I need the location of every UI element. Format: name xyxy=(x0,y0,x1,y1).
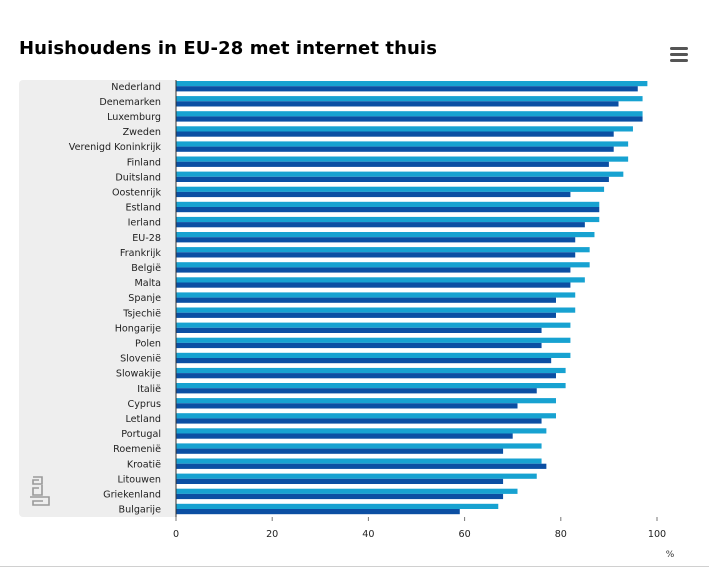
bar-b xyxy=(176,358,552,364)
bar-b xyxy=(176,176,609,182)
bar-a xyxy=(176,398,556,404)
bar-a xyxy=(176,186,605,192)
bar-a xyxy=(176,443,542,449)
bar-b xyxy=(176,342,542,349)
bar-b xyxy=(176,282,571,288)
cbs-logo-icon xyxy=(30,476,50,506)
bar-a xyxy=(176,262,590,268)
bar-a xyxy=(176,111,643,117)
x-axis-unit-label: % xyxy=(666,550,675,560)
category-label: Italië xyxy=(137,384,161,395)
bar-b xyxy=(176,403,518,409)
bar-a xyxy=(176,232,595,238)
bar-a xyxy=(176,307,576,313)
bar-a xyxy=(176,81,648,87)
bar-b xyxy=(176,252,576,258)
bar-b xyxy=(176,509,460,515)
bar-b xyxy=(176,312,556,318)
category-label: Letland xyxy=(125,414,161,425)
category-label: Polen xyxy=(135,339,161,350)
bar-b xyxy=(176,448,504,454)
category-label: Finland xyxy=(127,157,161,168)
bar-a xyxy=(176,96,643,102)
bar-b xyxy=(176,86,638,92)
bar-b xyxy=(176,161,609,167)
bar-a xyxy=(176,337,571,343)
category-label: Litouwen xyxy=(117,474,161,485)
category-label: Kroatië xyxy=(127,459,161,470)
category-label: Griekenland xyxy=(103,490,161,501)
bar-b xyxy=(176,222,585,228)
category-label: Ierland xyxy=(128,218,161,229)
bar-a xyxy=(176,126,633,132)
bar-b xyxy=(176,327,542,333)
x-tick-label: 60 xyxy=(458,529,470,540)
x-tick-label: 80 xyxy=(555,529,567,540)
category-label: EU-28 xyxy=(132,233,161,244)
category-label: Spanje xyxy=(128,293,161,304)
bar-a xyxy=(176,428,547,434)
category-label: Hongarije xyxy=(115,323,161,334)
bar-b xyxy=(176,418,542,424)
bar-a xyxy=(176,201,600,207)
bar-a xyxy=(176,352,571,358)
category-label: Portugal xyxy=(121,429,161,440)
bar-b xyxy=(176,373,556,379)
bar-a xyxy=(176,292,576,298)
bar-a xyxy=(176,247,590,253)
bar-a xyxy=(176,216,600,223)
category-label: Luxemburg xyxy=(107,112,161,123)
category-label: Frankrijk xyxy=(120,248,162,259)
category-label: Malta xyxy=(135,278,161,289)
bar-a xyxy=(176,488,518,494)
bar-a xyxy=(176,277,585,283)
bar-a xyxy=(176,322,571,328)
bar-a xyxy=(176,141,629,147)
bar-b xyxy=(176,191,571,198)
bar-b xyxy=(176,116,643,122)
bottom-divider xyxy=(0,566,709,567)
bar-a xyxy=(176,458,542,464)
category-label: Roemenië xyxy=(113,444,161,455)
category-label: Estland xyxy=(125,203,161,214)
category-label: België xyxy=(131,263,161,274)
bar-a xyxy=(176,413,556,419)
category-label: Cyprus xyxy=(128,399,162,410)
bar-b xyxy=(176,463,547,469)
x-tick-label: 40 xyxy=(362,529,374,540)
bar-b xyxy=(176,267,571,273)
bar-b xyxy=(176,101,619,107)
bar-b xyxy=(176,388,537,394)
bar-b xyxy=(176,478,504,484)
category-label: Oostenrijk xyxy=(112,188,161,199)
x-tick-label: 20 xyxy=(266,529,278,540)
bar-b xyxy=(176,207,600,213)
bar-b xyxy=(176,146,614,152)
category-label: Denemarken xyxy=(99,97,161,108)
x-tick-label: 100 xyxy=(648,529,666,540)
category-label: Tsjechië xyxy=(122,308,161,319)
category-label: Bulgarije xyxy=(119,505,162,516)
category-label: Zweden xyxy=(123,127,161,138)
category-label: Slovenië xyxy=(120,354,161,365)
bar-b xyxy=(176,131,614,137)
category-label: Slowakije xyxy=(116,369,161,380)
bar-b xyxy=(176,237,576,243)
category-label: Nederland xyxy=(111,82,161,93)
bar-a xyxy=(176,367,566,374)
category-label: Verenigd Koninkrijk xyxy=(69,142,162,153)
bar-b xyxy=(176,297,556,303)
bar-b xyxy=(176,493,504,500)
bar-a xyxy=(176,171,624,177)
bar-a xyxy=(176,156,629,162)
chart-title: Huishoudens in EU-28 met internet thuis xyxy=(19,38,438,59)
category-label: Duitsland xyxy=(115,172,161,183)
hamburger-menu-icon[interactable] xyxy=(670,47,688,63)
bar-b xyxy=(176,433,513,439)
bar-a xyxy=(176,383,566,389)
bar-a xyxy=(176,503,499,509)
bar-a xyxy=(176,473,537,479)
x-tick-label: 0 xyxy=(173,529,179,540)
